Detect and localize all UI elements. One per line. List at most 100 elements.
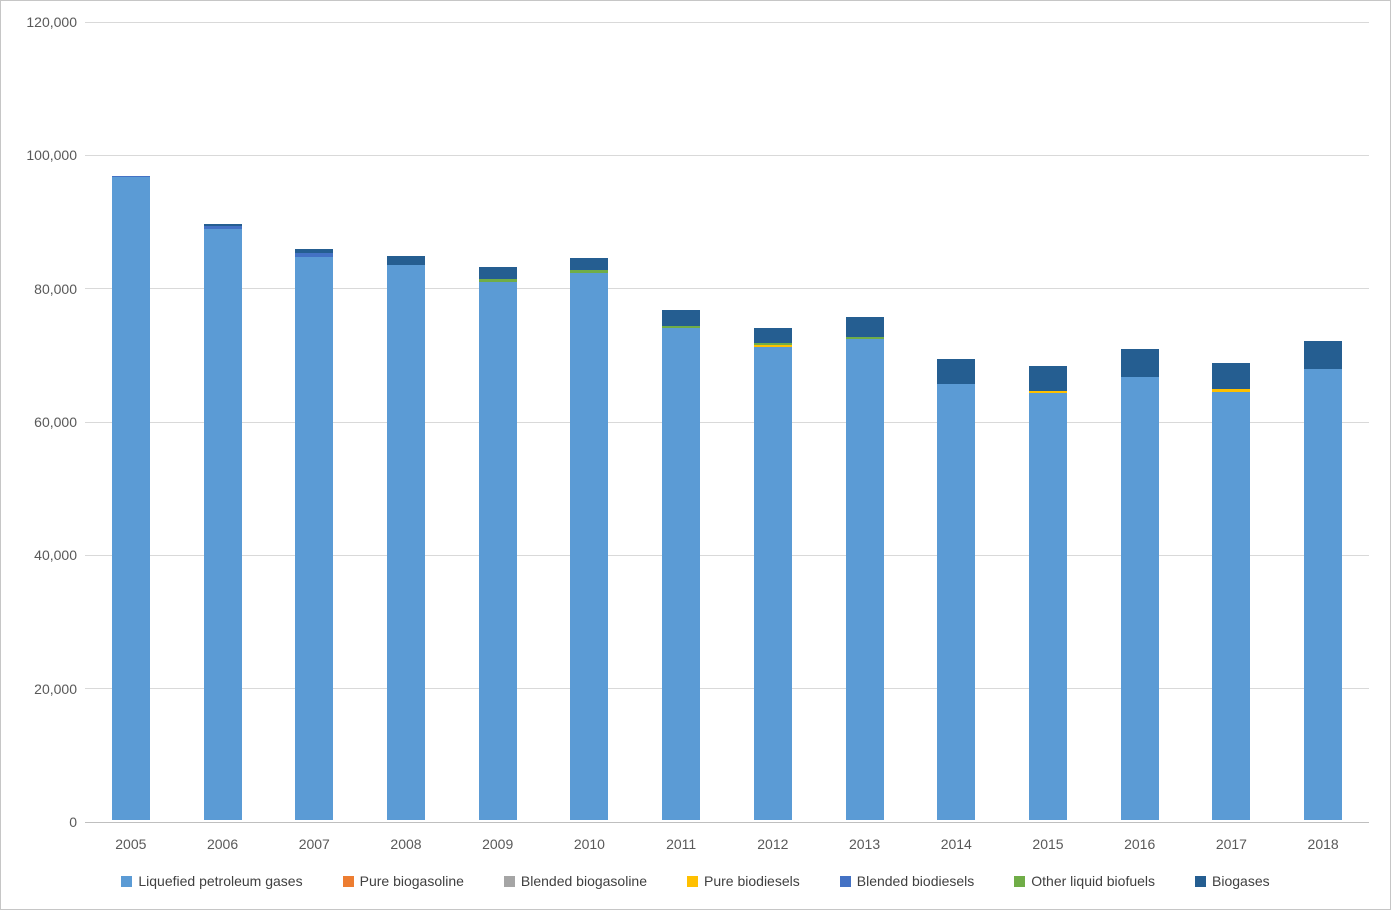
legend-item: Pure biogasoline: [342, 873, 464, 889]
bar-segment: [845, 316, 884, 338]
bar-segment: [1304, 340, 1343, 370]
x-axis-tick-label: 2016: [1124, 836, 1156, 852]
bar-2012: [753, 328, 792, 820]
legend: Liquefied petroleum gases Pure biogasolin…: [1, 873, 1390, 889]
y-axis-tick-label: 60,000: [34, 414, 77, 430]
bar-segment: [1212, 389, 1251, 392]
x-axis-tick-label: 2006: [206, 836, 239, 852]
bar-segment: [387, 255, 425, 265]
bar-segment: [1304, 369, 1343, 820]
legend-label: Other liquid biofuels: [1031, 873, 1156, 889]
bar-segment: [111, 177, 150, 820]
bar-2005: [111, 175, 150, 820]
gridline: [85, 421, 1369, 423]
bar-2016: [1120, 349, 1159, 820]
legend-label: Blended biodiesels: [856, 873, 975, 889]
y-axis-tick-label: 40,000: [34, 547, 77, 564]
x-axis-tick-label: 2009: [482, 836, 514, 852]
x-axis-tick-label: 2007: [298, 836, 330, 852]
legend-label: Blended biogasoline: [520, 873, 648, 889]
bar-segment: [662, 328, 701, 820]
bar-2009: [478, 267, 517, 820]
bar-2017: [1212, 363, 1251, 820]
bar-2014: [937, 359, 976, 820]
x-axis-tick-label: 2014: [940, 836, 972, 852]
y-axis-tick-label: 80,000: [34, 280, 77, 297]
bar-segment: [753, 346, 792, 820]
x-axis-tick-label: 2005: [115, 836, 147, 852]
bar-segment: [570, 257, 609, 270]
y-axis-tick-label: 0: [69, 814, 77, 830]
x-axis-line: [85, 821, 1369, 823]
gridline: [85, 288, 1369, 290]
x-axis-tick-label: 2013: [848, 836, 881, 852]
legend-swatch-icon: [839, 875, 851, 887]
bar-2008: [387, 255, 425, 820]
bar-2011: [662, 310, 701, 820]
bar-segment: [1120, 349, 1159, 378]
bar-segment: [1212, 392, 1251, 820]
y-axis-tick-label: 120,000: [26, 14, 77, 30]
bar-segment: [662, 326, 701, 328]
bar-segment: [1029, 390, 1067, 393]
bar-segment: [662, 310, 701, 326]
bar-segment: [937, 359, 976, 384]
legend-label: Pure biodiesels: [704, 873, 800, 889]
bar-segment: [937, 384, 976, 820]
legend-item: Other liquid biofuels: [1014, 873, 1155, 889]
bar-2010: [570, 257, 609, 820]
legend-label: Liquefied petroleum gases: [138, 873, 303, 889]
bar-segment: [295, 253, 334, 258]
legend-swatch-icon: [1195, 875, 1207, 887]
legend-item: Blended biogasoline: [503, 873, 648, 889]
bar-segment: [1029, 392, 1067, 820]
bar-segment: [1029, 366, 1067, 391]
bar-2018: [1304, 340, 1343, 820]
legend-label: Pure biogasoline: [359, 873, 464, 889]
bar-segment: [478, 279, 517, 282]
x-axis-tick-label: 2012: [757, 836, 789, 852]
legend-swatch-icon: [342, 875, 354, 887]
gridline: [85, 21, 1369, 23]
legend-item: Liquefied petroleum gases: [121, 873, 303, 889]
bar-segment: [1120, 377, 1159, 820]
legend-swatch-icon: [1014, 875, 1026, 887]
bar-2013: [845, 316, 884, 820]
x-axis-tick-label: 2015: [1032, 836, 1064, 852]
bar-segment: [478, 267, 517, 279]
bar-segment: [570, 272, 609, 820]
x-axis-tick-label: 2008: [390, 836, 422, 852]
bar-segment: [295, 257, 334, 820]
bar-segment: [111, 175, 150, 178]
bar-2006: [203, 224, 242, 820]
y-axis-tick-label: 20,000: [34, 680, 77, 697]
legend-item: Pure biodiesels: [687, 873, 800, 889]
gridline: [85, 554, 1369, 556]
bar-2015: [1029, 366, 1067, 820]
bar-segment: [753, 343, 792, 346]
y-axis-tick-label: 100,000: [26, 147, 77, 164]
gridline: [85, 154, 1369, 156]
bar-segment: [845, 337, 884, 340]
legend-label: Biogases: [1212, 873, 1270, 889]
legend-swatch-icon: [687, 875, 699, 887]
gridline: [85, 688, 1369, 690]
bar-segment: [387, 264, 425, 820]
bar-segment: [203, 224, 242, 226]
bar-segment: [570, 269, 609, 273]
bar-segment: [845, 339, 884, 820]
bar-segment: [478, 282, 517, 820]
x-axis-tick-label: 2017: [1215, 836, 1247, 852]
x-axis-tick-label: 2010: [573, 836, 605, 852]
x-axis-tick-label: 2011: [666, 836, 697, 852]
legend-item: Blended biodiesels: [839, 873, 975, 889]
bar-segment: [753, 328, 792, 344]
bar-segment: [295, 249, 334, 254]
legend-swatch-icon: [121, 875, 133, 887]
bar-segment: [1212, 363, 1251, 389]
bar-segment: [203, 229, 242, 820]
x-axis-tick-label: 2018: [1307, 836, 1339, 852]
bar-segment: [203, 225, 242, 230]
legend-item: Biogases: [1195, 873, 1270, 889]
